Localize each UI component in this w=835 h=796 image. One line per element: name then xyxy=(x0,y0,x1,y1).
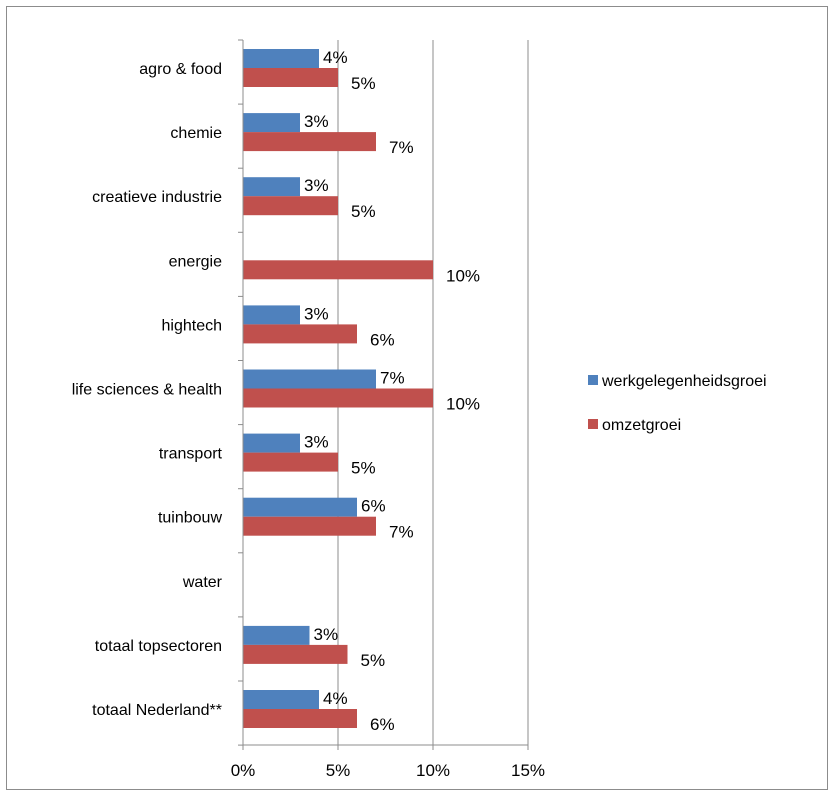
category-label: energie xyxy=(169,253,222,270)
category-label: creatieve industrie xyxy=(92,189,222,206)
data-label-omzetgroei: 5% xyxy=(351,459,376,478)
bar-werkgelegenheidsgroei xyxy=(243,305,300,325)
bar-omzetgroei xyxy=(243,68,338,87)
axes xyxy=(238,39,529,750)
data-label-omzetgroei: 10% xyxy=(446,266,480,285)
legend-swatch-omzetgroei xyxy=(588,419,598,429)
category-label: life sciences & health xyxy=(72,382,222,399)
data-label-omzetgroei: 5% xyxy=(351,202,376,221)
data-label-omzetgroei: 5% xyxy=(361,651,386,670)
bar-werkgelegenheidsgroei xyxy=(243,369,376,389)
bar-omzetgroei xyxy=(243,324,357,344)
category-label: chemie xyxy=(170,125,222,142)
bar-omzetgroei xyxy=(243,260,433,280)
data-label-omzetgroei: 6% xyxy=(370,715,395,734)
bar-omzetgroei xyxy=(243,516,376,536)
bar-omzetgroei xyxy=(243,452,338,472)
category-label: totaal topsectoren xyxy=(95,638,222,655)
bars xyxy=(243,49,433,728)
data-label-werkgelegenheidsgroei: 3% xyxy=(304,304,329,323)
bar-omzetgroei xyxy=(243,644,348,664)
data-label-werkgelegenheidsgroei: 3% xyxy=(304,176,329,195)
category-label: agro & food xyxy=(139,61,222,78)
data-label-omzetgroei: 5% xyxy=(351,74,376,93)
bar-werkgelegenheidsgroei xyxy=(243,690,319,709)
bar-werkgelegenheidsgroei xyxy=(243,113,300,133)
data-label-omzetgroei: 7% xyxy=(389,138,414,157)
x-tick-label: 5% xyxy=(326,761,351,780)
data-label-werkgelegenheidsgroei: 3% xyxy=(304,112,329,131)
bar-werkgelegenheidsgroei xyxy=(243,177,300,197)
category-label: transport xyxy=(159,446,223,463)
bar-omzetgroei xyxy=(243,196,338,216)
data-label-werkgelegenheidsgroei: 4% xyxy=(323,48,348,67)
bar-werkgelegenheidsgroei xyxy=(243,625,310,645)
category-label: tuinbouw xyxy=(158,510,222,527)
bar-werkgelegenheidsgroei xyxy=(243,49,319,68)
legend-label-werkgelegenheidsgroei: werkgelegenheidsgroei xyxy=(601,373,767,390)
data-label-werkgelegenheidsgroei: 3% xyxy=(304,433,329,452)
bar-omzetgroei xyxy=(243,709,357,728)
data-label-werkgelegenheidsgroei: 6% xyxy=(361,497,386,516)
bar-omzetgroei xyxy=(243,132,376,152)
x-tick-label: 0% xyxy=(231,761,256,780)
category-label: totaal Nederland** xyxy=(92,702,222,719)
bar-werkgelegenheidsgroei xyxy=(243,497,357,517)
legend-swatch-werkgelegenheidsgroei xyxy=(588,375,598,385)
data-label-werkgelegenheidsgroei: 4% xyxy=(323,689,348,708)
legend-label-omzetgroei: omzetgroei xyxy=(602,417,681,434)
category-label: water xyxy=(182,574,223,591)
x-tick-label: 10% xyxy=(416,761,450,780)
bar-omzetgroei xyxy=(243,388,433,408)
bar-werkgelegenheidsgroei xyxy=(243,433,300,453)
x-tick-label: 15% xyxy=(511,761,545,780)
legend: werkgelegenheidsgroei omzetgroei xyxy=(588,373,767,434)
data-label-omzetgroei: 7% xyxy=(389,523,414,542)
data-label-werkgelegenheidsgroei: 3% xyxy=(314,625,339,644)
labels: 0% 5% 10% 15%agro & food4%5%chemie3%7%creat… xyxy=(72,48,545,780)
data-label-omzetgroei: 10% xyxy=(446,395,480,414)
category-label: hightech xyxy=(162,317,223,334)
data-label-werkgelegenheidsgroei: 7% xyxy=(380,369,405,388)
data-label-omzetgroei: 6% xyxy=(370,330,395,349)
